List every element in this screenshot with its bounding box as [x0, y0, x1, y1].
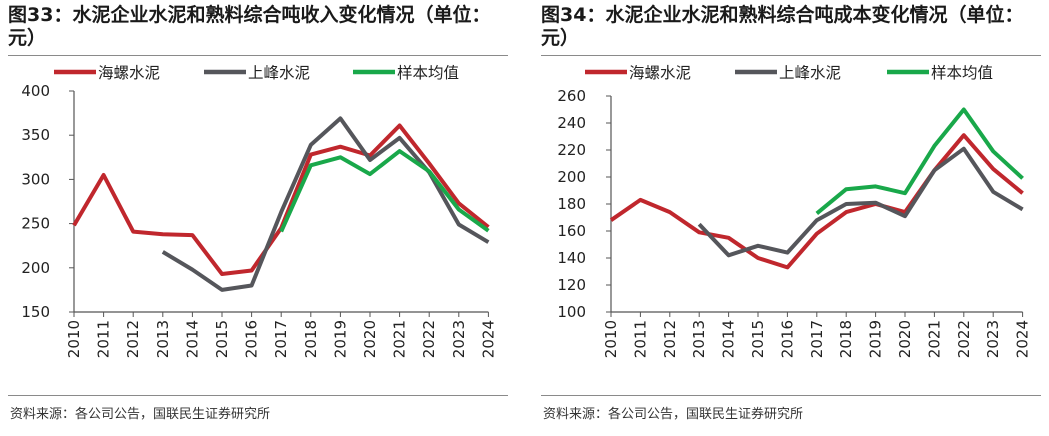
x-tick-label: 2020	[361, 320, 379, 358]
x-tick-label: 2011	[631, 320, 649, 358]
chart-title: 图33：水泥企业水泥和熟料综合吨收入变化情况（单位：元）	[8, 4, 491, 49]
x-tick-label: 2014	[183, 320, 201, 358]
line-chart-revenue: 海螺水泥 上峰水泥 样本均值 150 200 250 300 350 400 2010 2011 20…	[21, 64, 497, 358]
x-tick-label: 2022	[420, 320, 438, 358]
x-tick-label: 2018	[302, 320, 320, 358]
x-tick-label: 2011	[95, 320, 113, 358]
y-tick-label: 400	[21, 82, 50, 100]
x-tick-label: 2023	[450, 320, 468, 358]
legend-label: 样本均值	[397, 64, 459, 82]
source-note: 资料来源：各公司公告，国联民生证券研究所	[10, 407, 271, 422]
x-tick-label: 2019	[331, 320, 349, 358]
x-tick-label: 2024	[1014, 320, 1032, 358]
chart-panel-revenue: 图33：水泥企业水泥和熟料综合吨收入变化情况（单位：元） 海螺水泥 上峰水泥 样本均…	[8, 0, 516, 436]
y-tick-label: 120	[557, 276, 586, 294]
y-tick-label: 350	[21, 126, 50, 144]
divider	[541, 55, 1041, 56]
x-tick-label: 2016	[243, 320, 261, 358]
source-note: 资料来源：各公司公告，国联民生证券研究所	[543, 407, 804, 422]
x-tick-label: 2016	[778, 320, 796, 358]
y-tick-label: 160	[557, 222, 586, 240]
series-line	[279, 149, 490, 233]
y-tick-label: 200	[557, 168, 586, 186]
x-tick-label: 2024	[479, 320, 497, 358]
divider	[8, 395, 508, 396]
legend-label: 上峰水泥	[779, 64, 841, 82]
y-tick-label: 180	[557, 195, 586, 213]
x-tick-label: 2010	[65, 320, 83, 358]
divider	[541, 395, 1041, 396]
series-line	[815, 107, 1024, 215]
x-tick-label: 2010	[602, 320, 620, 358]
legend-label: 上峰水泥	[248, 64, 310, 82]
x-tick-label: 2017	[808, 320, 826, 358]
series-line	[609, 133, 1024, 270]
chart-panel-cost: 图34：水泥企业水泥和熟料综合吨成本变化情况（单位：元） 海螺水泥 上峰水泥 样本均…	[541, 0, 1049, 436]
x-tick-label: 2021	[391, 320, 409, 358]
y-tick-label: 150	[21, 303, 50, 321]
legend-label: 海螺水泥	[98, 64, 160, 82]
x-tick-label: 2015	[749, 320, 767, 358]
x-tick-label: 2012	[661, 320, 679, 358]
x-tick-label: 2018	[837, 320, 855, 358]
y-tick-label: 200	[21, 259, 50, 277]
x-tick-label: 2021	[925, 320, 943, 358]
x-tick-label: 2020	[896, 320, 914, 358]
y-tick-label: 260	[557, 87, 586, 105]
legend-label: 海螺水泥	[629, 64, 691, 82]
x-tick-label: 2012	[124, 320, 142, 358]
y-tick-label: 220	[557, 141, 586, 159]
y-tick-label: 140	[557, 249, 586, 267]
y-tick-label: 250	[21, 215, 50, 233]
divider	[8, 55, 508, 56]
series-line	[161, 116, 490, 292]
x-tick-label: 2015	[213, 320, 231, 358]
series-line	[697, 146, 1024, 258]
x-tick-label: 2014	[720, 320, 738, 358]
x-tick-label: 2017	[272, 320, 290, 358]
y-tick-label: 100	[557, 303, 586, 321]
line-chart-cost: 海螺水泥 上峰水泥 样本均值 100 120 140 160 180 200 220 240 260 2…	[557, 64, 1032, 358]
x-tick-label: 2013	[154, 320, 172, 358]
x-tick-label: 2019	[867, 320, 885, 358]
y-tick-label: 240	[557, 114, 586, 132]
x-tick-label: 2022	[955, 320, 973, 358]
legend-label: 样本均值	[931, 64, 993, 82]
series-line	[72, 123, 490, 276]
y-tick-label: 300	[21, 170, 50, 188]
chart-title: 图34：水泥企业水泥和熟料综合吨成本变化情况（单位：元）	[541, 4, 1024, 49]
x-tick-label: 2013	[690, 320, 708, 358]
x-tick-label: 2023	[984, 320, 1002, 358]
